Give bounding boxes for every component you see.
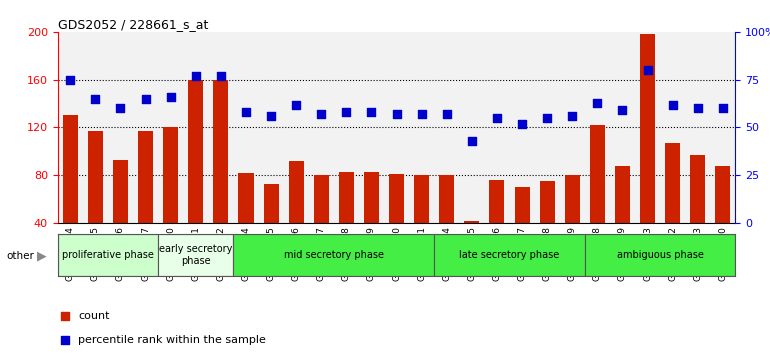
Point	[59, 337, 71, 343]
Bar	[584, 32, 610, 223]
Point	[717, 105, 729, 111]
Point	[516, 121, 528, 126]
Bar	[560, 32, 584, 223]
Bar	[158, 234, 233, 276]
Bar	[389, 174, 404, 223]
Bar	[640, 34, 655, 223]
Bar	[439, 175, 454, 223]
Point	[541, 115, 554, 121]
Point	[340, 109, 353, 115]
Text: mid secretory phase: mid secretory phase	[284, 250, 383, 260]
Point	[390, 111, 403, 117]
Text: count: count	[78, 311, 109, 321]
Point	[189, 73, 202, 79]
Point	[691, 105, 704, 111]
Bar	[183, 32, 209, 223]
Bar	[133, 32, 158, 223]
Bar	[309, 32, 334, 223]
Bar	[459, 32, 484, 223]
Bar	[710, 32, 735, 223]
Bar	[414, 175, 429, 223]
Bar	[63, 115, 78, 223]
Point	[566, 113, 578, 119]
Point	[239, 109, 252, 115]
Text: ambiguous phase: ambiguous phase	[617, 250, 704, 260]
Point	[440, 111, 453, 117]
Bar	[138, 131, 153, 223]
Bar	[665, 143, 680, 223]
Bar	[289, 161, 303, 223]
Point	[265, 113, 277, 119]
Bar	[384, 32, 409, 223]
Bar	[610, 32, 635, 223]
Bar	[514, 187, 530, 223]
Point	[490, 115, 503, 121]
Bar	[434, 32, 459, 223]
Text: late secretory phase: late secretory phase	[460, 250, 560, 260]
Point	[365, 109, 377, 115]
Bar	[359, 32, 384, 223]
Point	[59, 313, 71, 319]
Bar	[364, 172, 379, 223]
Text: GDS2052 / 228661_s_at: GDS2052 / 228661_s_at	[58, 18, 208, 31]
Bar	[590, 125, 605, 223]
Bar	[690, 155, 705, 223]
Point	[641, 67, 654, 73]
Bar	[259, 32, 283, 223]
Bar	[163, 127, 178, 223]
Point	[64, 77, 76, 82]
Point	[667, 102, 679, 107]
Bar	[209, 32, 233, 223]
Bar	[510, 32, 534, 223]
Bar	[564, 175, 580, 223]
Bar	[615, 166, 630, 223]
Bar	[484, 32, 510, 223]
Point	[315, 111, 327, 117]
Bar	[88, 131, 103, 223]
Point	[466, 138, 478, 144]
Point	[290, 102, 303, 107]
Bar	[584, 234, 735, 276]
Bar	[158, 32, 183, 223]
Bar	[464, 221, 480, 223]
Point	[139, 96, 152, 102]
Bar	[660, 32, 685, 223]
Point	[114, 105, 126, 111]
Bar	[239, 173, 253, 223]
Bar	[233, 32, 259, 223]
Bar	[188, 80, 203, 223]
Bar	[313, 175, 329, 223]
Bar	[339, 172, 354, 223]
Text: proliferative phase: proliferative phase	[62, 250, 154, 260]
Bar	[283, 32, 309, 223]
Bar	[263, 184, 279, 223]
Bar	[113, 160, 128, 223]
Bar	[58, 32, 83, 223]
Bar	[108, 32, 133, 223]
Point	[165, 94, 177, 100]
Bar	[540, 181, 554, 223]
Bar	[490, 180, 504, 223]
Bar	[685, 32, 710, 223]
Point	[89, 96, 102, 102]
Bar	[715, 166, 730, 223]
Point	[416, 111, 428, 117]
Text: early secretory
phase: early secretory phase	[159, 244, 233, 266]
Bar	[233, 234, 434, 276]
Bar	[635, 32, 660, 223]
Bar	[334, 32, 359, 223]
Text: other: other	[6, 251, 34, 261]
Bar	[213, 80, 229, 223]
Bar	[83, 32, 108, 223]
Bar	[409, 32, 434, 223]
Bar	[434, 234, 584, 276]
Text: ▶: ▶	[37, 249, 46, 262]
Text: percentile rank within the sample: percentile rank within the sample	[78, 335, 266, 345]
Bar	[58, 234, 158, 276]
Bar	[534, 32, 560, 223]
Point	[215, 73, 227, 79]
Point	[616, 107, 628, 113]
Point	[591, 100, 604, 105]
